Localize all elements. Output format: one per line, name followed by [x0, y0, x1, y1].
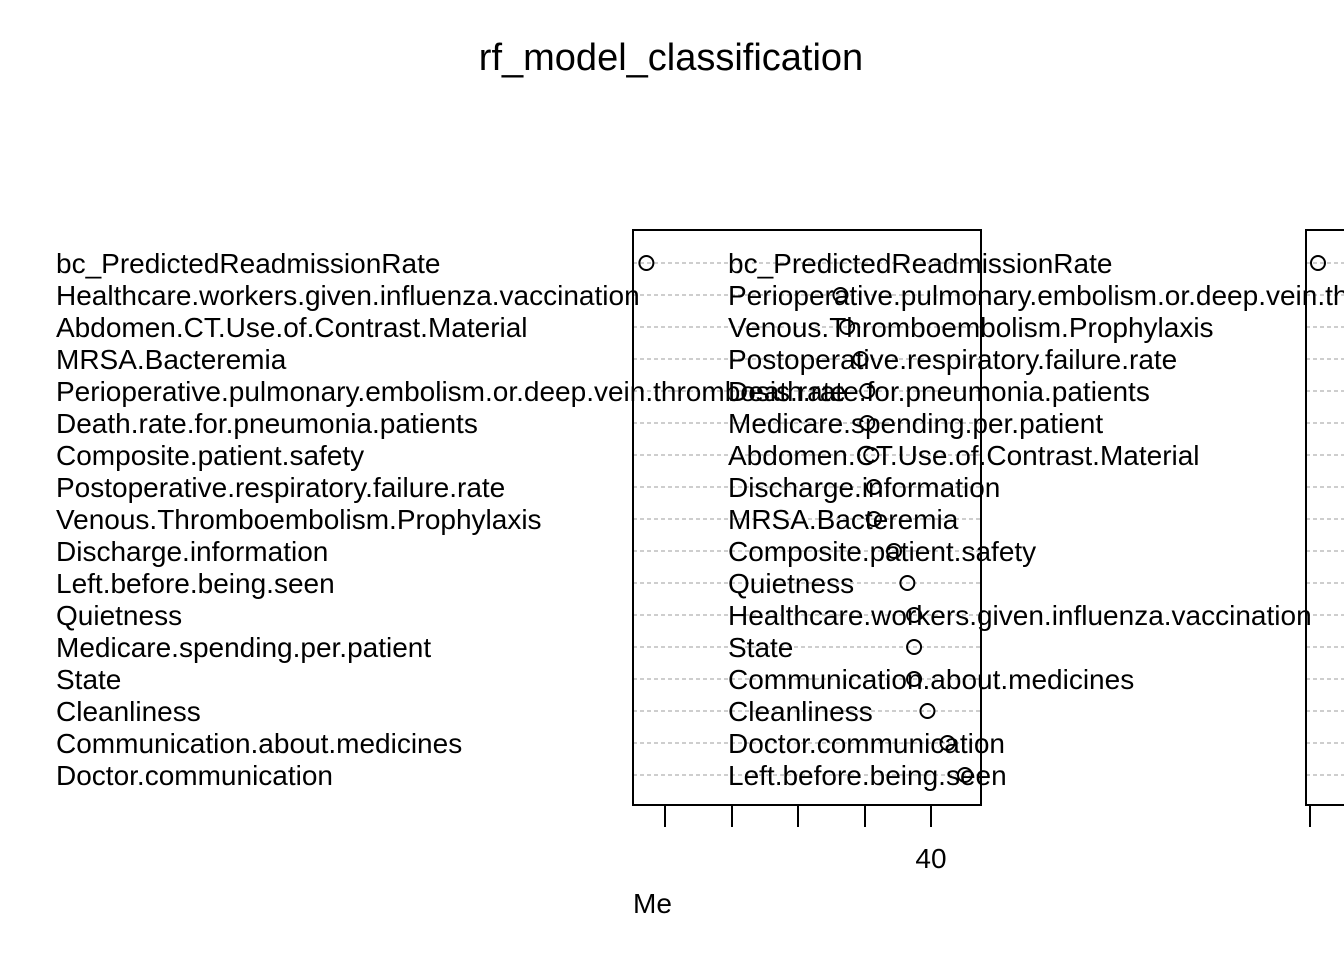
row-label: State	[728, 632, 793, 663]
data-point	[832, 287, 849, 303]
row-label: Venous.Thromboembolism.Prophylaxis	[56, 504, 542, 535]
x-axis-label-fragment: Me	[633, 888, 672, 919]
data-point	[886, 543, 902, 559]
data-point	[919, 703, 936, 719]
row-label: Venous.Thromboembolism.Prophylaxis	[728, 312, 1214, 343]
plot-frame	[632, 229, 982, 806]
row-label: Doctor.communication	[56, 760, 333, 791]
row-label: Quietness	[56, 600, 182, 631]
data-point	[1310, 255, 1326, 271]
row-label: Medicare.spending.per.patient	[728, 408, 1103, 439]
row-label: Composite.patient.safety	[728, 536, 1036, 567]
data-point	[638, 255, 655, 271]
data-point	[863, 447, 880, 463]
row-label: Abdomen.CT.Use.of.Contrast.Material	[56, 312, 528, 343]
row-label: Quietness	[728, 568, 854, 599]
row-label: Perioperative.pulmonary.embolism.or.deep…	[56, 376, 846, 407]
x-tick-label: 40	[915, 843, 946, 874]
row-label: Discharge.information	[728, 472, 1000, 503]
row-label: Abdomen.CT.Use.of.Contrast.Material	[728, 440, 1200, 471]
row-label: State	[56, 664, 121, 695]
row-label: bc_PredictedReadmissionRate	[56, 248, 440, 279]
row-label: MRSA.Bacteremia	[56, 344, 287, 375]
data-point	[906, 671, 923, 687]
row-label: Communication.about.medicines	[728, 664, 1134, 695]
data-point	[939, 735, 956, 751]
row-label: Healthcare.workers.given.influenza.vacci…	[728, 600, 1312, 631]
row-label: Left.before.being.seen	[728, 760, 1007, 791]
data-point	[865, 479, 882, 495]
chart-title: rf_model_classification	[479, 37, 863, 79]
row-label: Healthcare.workers.given.influenza.vacci…	[56, 280, 640, 311]
row-label: Composite.patient.safety	[56, 440, 364, 471]
row-label: Death.rate.for.pneumonia.patients	[56, 408, 478, 439]
data-point	[852, 351, 869, 367]
row-label: bc_PredictedReadmissionRate	[728, 248, 1112, 279]
panel-1: bc_PredictedReadmissionRateHealthcare.wo…	[56, 229, 982, 874]
row-label: Cleanliness	[728, 696, 873, 727]
data-point	[859, 383, 876, 399]
row-label: Postoperative.respiratory.failure.rate	[728, 344, 1177, 375]
data-point	[906, 639, 923, 655]
row-label: Death.rate.for.pneumonia.patients	[728, 376, 1150, 407]
plot-frame	[1305, 229, 1344, 806]
data-point	[899, 575, 916, 591]
data-point	[906, 607, 923, 623]
data-point	[865, 511, 882, 527]
row-label: Discharge.information	[56, 536, 328, 567]
row-label: Doctor.communication	[728, 728, 1005, 759]
row-label: Postoperative.respiratory.failure.rate	[56, 472, 505, 503]
row-label: Perioperative.pulmonary.embolism.or.deep…	[728, 280, 1344, 311]
panel-2: bc_PredictedReadmissionRatePerioperative…	[728, 229, 1344, 827]
row-label: MRSA.Bacteremia	[728, 504, 959, 535]
data-point	[859, 415, 876, 431]
data-point	[839, 319, 856, 335]
row-label: Communication.about.medicines	[56, 728, 462, 759]
row-label: Cleanliness	[56, 696, 201, 727]
data-point	[956, 767, 973, 783]
row-label: Left.before.being.seen	[56, 568, 335, 599]
row-label: Medicare.spending.per.patient	[56, 632, 431, 663]
